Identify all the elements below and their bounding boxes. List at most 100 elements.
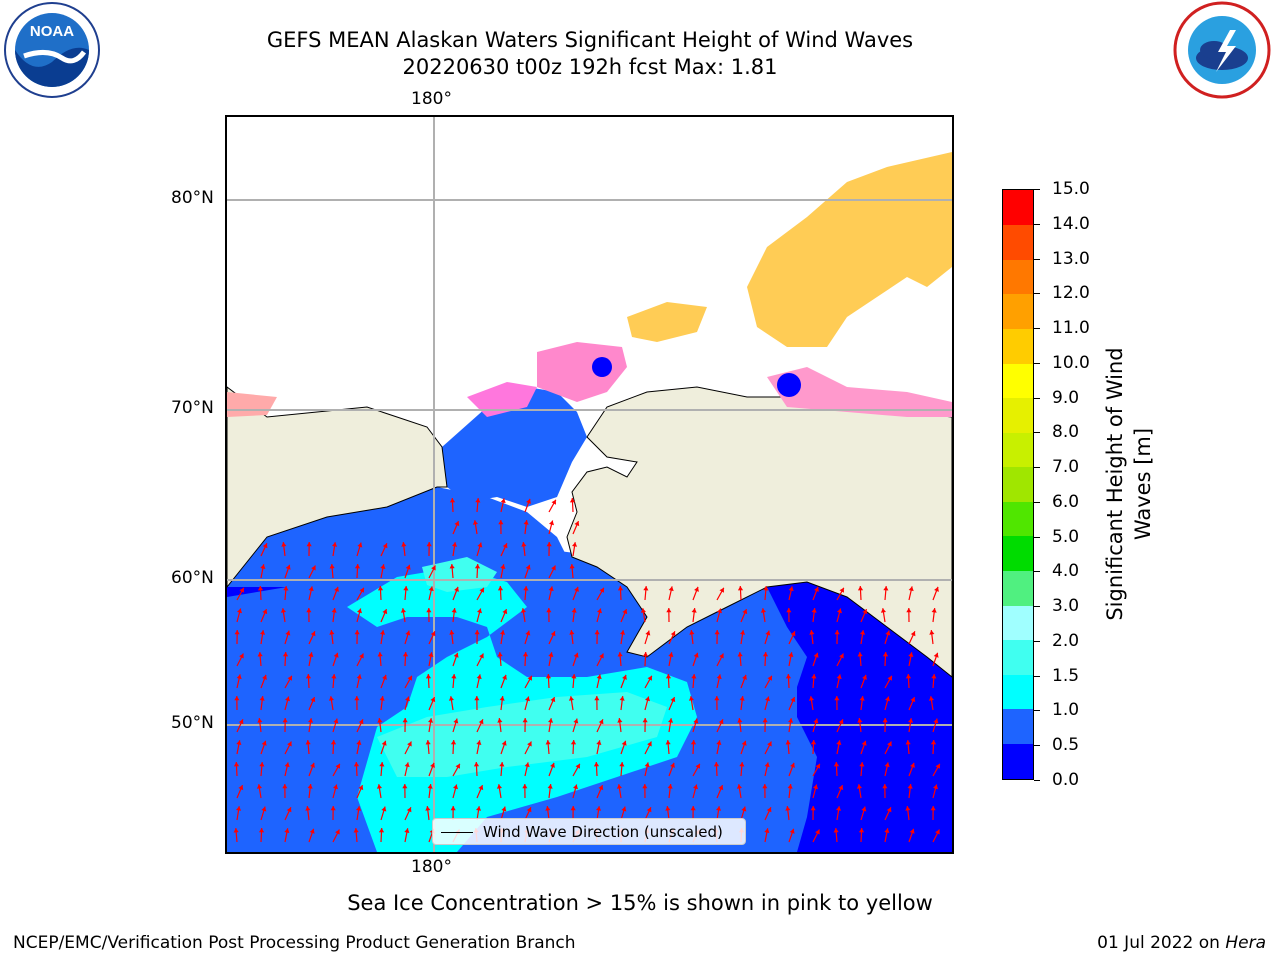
wave-arrow-head [382, 674, 387, 680]
map-canvas [227, 117, 952, 852]
wave-arrow-head [500, 498, 506, 504]
wave-arrow-head [257, 586, 264, 591]
wave-arrow-head [737, 586, 744, 591]
wave-arrow-head [790, 631, 796, 637]
wave-arrow-head [259, 762, 265, 767]
wave-arrow-head [928, 696, 934, 701]
wave-arrow-head [621, 740, 627, 746]
wave-arrow-head [449, 498, 456, 503]
wave-arrow-head [310, 697, 316, 703]
colorbar-title-line2: Waves [m] [1131, 427, 1155, 541]
wave-arrow-head [593, 762, 600, 767]
wave-arrow-head [813, 784, 818, 790]
wave-arrow-head [815, 763, 820, 769]
wave-arrow-head [329, 630, 335, 635]
wave-arrow-head [931, 674, 937, 679]
wave-arrow-head [762, 718, 768, 723]
legend-label: Wind Wave Direction (unscaled) [483, 823, 723, 841]
map-legend: Wind Wave Direction (unscaled) [432, 818, 746, 845]
wave-arrow-head [454, 521, 460, 527]
wave-arrow-head [430, 631, 436, 637]
wave-arrow-head [594, 696, 600, 701]
wave-arrow-head [619, 696, 625, 701]
wave-arrow-head [719, 653, 724, 659]
wave-arrow-head [426, 608, 432, 613]
wave-arrow-head [377, 652, 383, 657]
wave-arrow-head [790, 697, 796, 703]
colorbar-segment [1003, 259, 1033, 295]
wave-arrow-head [811, 608, 817, 613]
colorbar-tick [1034, 432, 1040, 434]
wave-arrow-head [262, 543, 268, 549]
wave-arrow-head [813, 718, 819, 724]
wave-arrow-head [858, 828, 865, 833]
wave-arrow-head [836, 806, 842, 811]
wave-arrow-head [741, 806, 747, 812]
wave-arrow-head [785, 806, 791, 811]
wave-arrow-head [719, 587, 724, 593]
wave-arrow-head [617, 652, 623, 657]
wave-arrow-head [740, 630, 746, 635]
wave-arrow-head [597, 608, 602, 614]
wave-arrow-head [551, 499, 556, 505]
wave-arrow-head [526, 498, 531, 504]
wave-arrow-head [477, 608, 482, 614]
wave-arrow-head [714, 630, 720, 635]
lat-label-60: 60°N [171, 568, 214, 588]
wave-arrow-head [788, 652, 794, 657]
wave-arrow-head [693, 652, 699, 658]
wave-arrow-head [357, 542, 363, 548]
wave-arrow-head [737, 718, 743, 723]
wave-arrow-head [238, 719, 244, 725]
wave-arrow-head [548, 652, 554, 657]
colorbar-segment [1003, 362, 1033, 399]
wave-arrow-head [548, 718, 554, 723]
wave-arrow-head [498, 520, 504, 525]
wave-arrow-head [808, 696, 814, 701]
wave-arrow-head [596, 740, 602, 745]
wave-arrow-head [857, 652, 863, 657]
wave-arrow-head [838, 785, 844, 791]
wave-arrow-head [617, 586, 624, 591]
wave-arrow-head [497, 586, 504, 591]
ice-open-water-2 [592, 357, 612, 377]
wave-arrow-head [284, 762, 290, 768]
wave-arrow-head [356, 674, 362, 680]
wave-arrow-head [570, 740, 577, 745]
wave-arrow-head [670, 631, 676, 637]
wave-arrow-head [568, 696, 574, 701]
wave-arrow-head [308, 718, 314, 723]
wave-arrow-head [359, 587, 364, 593]
map-panel [225, 115, 954, 854]
chart-subtitle: 20220630 t00z 192h fcst Max: 1.81 [402, 55, 778, 79]
wave-arrow-head [884, 828, 890, 833]
wave-arrow-head [767, 741, 772, 747]
wave-arrow-head [690, 806, 696, 811]
wave-arrow-head [717, 608, 722, 614]
colorbar-tick-label: 6.0 [1052, 491, 1080, 512]
wave-arrow-head [765, 696, 770, 702]
wave-arrow-head [425, 806, 431, 811]
wave-arrow-head [935, 763, 940, 769]
wave-arrow-head [834, 696, 840, 701]
wave-arrow-head [571, 608, 577, 613]
wave-arrow-head [333, 652, 339, 658]
wave-arrow-head [834, 630, 840, 635]
wave-arrow-head [450, 740, 457, 745]
colorbar-tick-label: 3.0 [1052, 596, 1080, 617]
wave-arrow-head [666, 608, 672, 613]
wave-arrow-head [474, 630, 480, 635]
wave-arrow-head [236, 806, 242, 811]
wave-arrow-head [523, 520, 529, 525]
wave-arrow-head [933, 718, 939, 724]
wave-arrow-head [616, 784, 622, 789]
wave-arrow-head [358, 719, 364, 725]
colorbar-segment [1003, 570, 1033, 606]
colorbar-tick [1034, 606, 1040, 608]
wave-arrow-head [305, 806, 311, 811]
wave-arrow-head [523, 586, 529, 591]
wave-arrow-head [646, 807, 652, 813]
colorbar-segment [1003, 501, 1033, 537]
wave-arrow-head [455, 763, 460, 769]
wave-arrow-head [836, 674, 842, 680]
